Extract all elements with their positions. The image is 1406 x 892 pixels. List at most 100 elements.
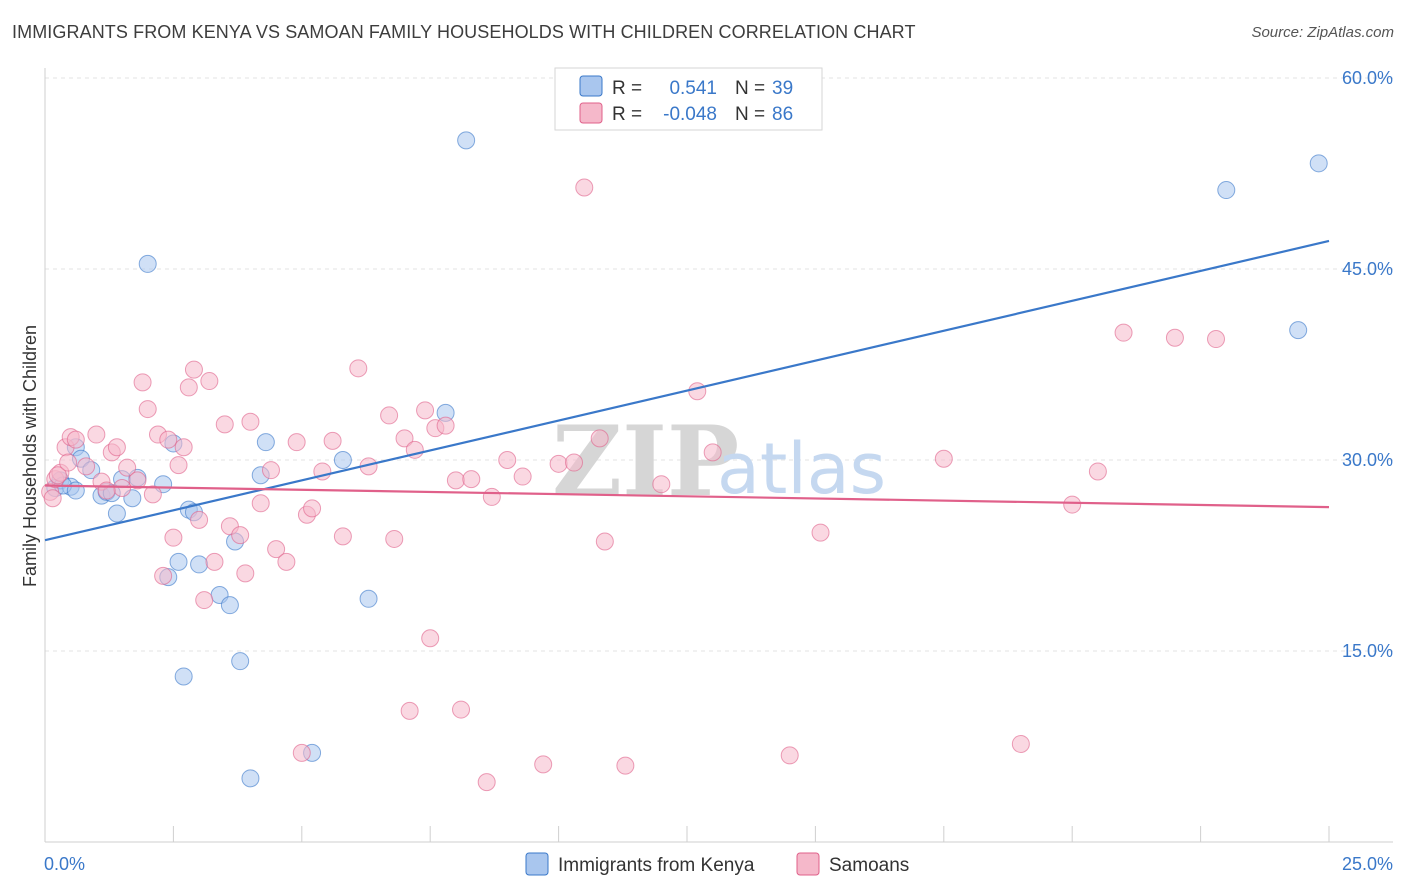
data-point: [482, 487, 501, 506]
data-point: [231, 526, 250, 545]
legend-bottom-label-kenya: Immigrants from Kenya: [558, 855, 755, 876]
data-point: [138, 254, 157, 273]
trend-line-samoans: [44, 484, 1330, 509]
legend-bottom-swatch-samoans: [796, 852, 820, 876]
data-point: [169, 456, 188, 475]
trend-lines: [44, 239, 1330, 542]
x-tick-label-max: 25.0%: [1342, 854, 1393, 874]
data-point: [277, 552, 296, 571]
legend-bottom: Immigrants from Kenya Samoans: [525, 852, 909, 876]
data-point: [780, 746, 799, 765]
plot-area: [44, 68, 1393, 843]
y-tick-label: 60.0%: [1342, 68, 1393, 88]
legend-n-label-samoans: N =: [735, 104, 765, 125]
data-point: [1088, 462, 1107, 481]
data-point: [107, 504, 126, 523]
data-point: [113, 479, 132, 498]
data-point: [48, 466, 67, 485]
trend-line-kenya: [44, 239, 1330, 542]
data-point: [359, 589, 378, 608]
chart-title: IMMIGRANTS FROM KENYA VS SAMOAN FAMILY H…: [12, 22, 916, 42]
data-point: [333, 451, 352, 469]
data-point: [200, 372, 219, 391]
data-point: [133, 373, 152, 392]
data-point: [174, 667, 193, 686]
data-point: [590, 429, 609, 448]
data-point: [190, 510, 209, 529]
data-point: [215, 415, 234, 434]
data-point: [1217, 181, 1236, 200]
data-point: [333, 527, 352, 546]
legend-n-value-kenya: 39: [772, 78, 793, 99]
data-point: [138, 400, 157, 419]
data-point: [652, 475, 671, 494]
data-point: [416, 401, 435, 420]
data-point: [220, 596, 239, 615]
data-point: [292, 743, 311, 762]
legend-r-value-kenya: 0.541: [669, 78, 717, 99]
data-point: [66, 430, 85, 449]
data-point: [118, 458, 137, 477]
data-point: [452, 700, 471, 719]
data-point: [436, 416, 455, 435]
data-point: [87, 425, 106, 444]
data-point: [267, 540, 286, 559]
y-axis-title: Family Households with Children: [20, 325, 40, 587]
data-point: [616, 756, 635, 775]
data-point: [287, 433, 306, 452]
data-point: [421, 629, 440, 648]
data-point: [190, 555, 209, 574]
data-point: [323, 431, 342, 450]
data-point: [349, 359, 368, 378]
data-point: [261, 461, 280, 480]
data-point: [59, 453, 78, 472]
data-point: [195, 591, 214, 610]
legend-r-label-kenya: R =: [612, 78, 642, 99]
data-point: [143, 485, 162, 504]
data-point: [385, 529, 404, 548]
data-point: [811, 523, 830, 542]
data-point: [97, 481, 116, 500]
data-point: [549, 454, 568, 473]
watermark-zip: ZIP: [552, 405, 739, 518]
chart-source: Source: ZipAtlas.com: [1251, 24, 1394, 41]
data-point: [1011, 734, 1030, 753]
data-point: [395, 429, 414, 448]
data-point: [66, 481, 85, 500]
data-point: [179, 378, 198, 397]
data-point: [303, 499, 322, 518]
data-point: [241, 412, 260, 431]
data-point: [575, 178, 594, 197]
series-samoans-points: [41, 178, 1226, 792]
data-point: [934, 449, 953, 468]
data-point: [205, 552, 224, 571]
legend-bottom-swatch-kenya: [525, 852, 549, 876]
data-point: [457, 131, 476, 150]
legend-top: R = 0.541 N = 39 R = -0.048 N = 86: [554, 67, 823, 131]
y-tick-label: 45.0%: [1342, 259, 1393, 279]
legend-r-value-samoans: -0.048: [663, 104, 717, 125]
data-point: [703, 443, 722, 462]
data-point: [159, 430, 178, 449]
data-point: [595, 532, 614, 551]
data-point: [498, 451, 517, 469]
data-point: [251, 494, 270, 513]
legend-r-label-samoans: R =: [612, 104, 642, 125]
data-point: [1165, 328, 1184, 347]
data-point: [236, 564, 255, 583]
y-tick-label: 30.0%: [1342, 450, 1393, 470]
y-tick-label: 15.0%: [1342, 641, 1393, 661]
data-point: [107, 438, 126, 457]
x-axis-ticks: [44, 826, 1330, 842]
data-point: [1063, 495, 1082, 514]
data-point: [241, 769, 260, 788]
data-point: [477, 773, 496, 792]
data-point: [164, 528, 183, 547]
legend-swatch-samoans: [579, 102, 603, 124]
data-point: [1207, 330, 1226, 349]
y-axis-tick-labels: 15.0% 30.0% 45.0% 60.0%: [1342, 68, 1393, 661]
x-tick-label-min: 0.0%: [44, 854, 85, 874]
data-point: [380, 406, 399, 425]
data-point: [184, 360, 203, 379]
